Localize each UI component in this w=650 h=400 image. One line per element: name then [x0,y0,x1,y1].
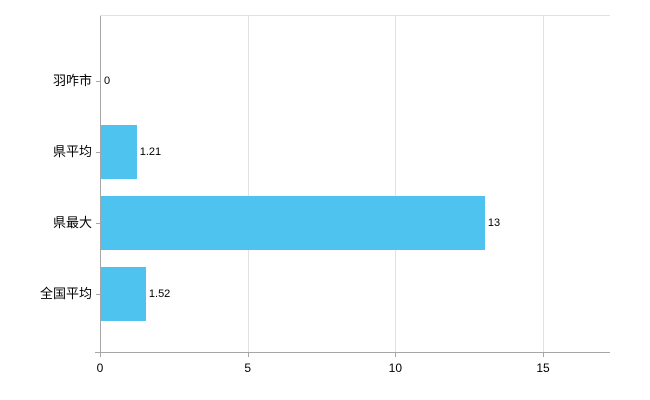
y-tickmark-2 [96,223,100,225]
category-label-2: 県最大 [52,215,92,231]
x-tick-label-5: 5 [244,361,251,375]
y-tickmark-3 [96,294,100,296]
plot-top-border [100,15,610,16]
x-gridline-0 [100,15,101,352]
x-gridline-15 [543,15,544,352]
value-label-0: 0 [104,74,111,87]
x-axis-line [95,352,610,353]
value-label-2: 13 [487,217,501,230]
category-label-0: 羽咋市 [52,72,92,88]
x-gridline-5 [247,15,249,352]
category-label-1: 県平均 [52,143,92,159]
x-tickmark-5 [247,352,249,357]
bar-3[interactable] [101,267,146,322]
x-tick-label-0: 0 [96,361,104,375]
x-tick-label-15: 15 [536,361,550,375]
y-tickmark-0 [96,80,100,82]
value-label-1: 1.21 [139,145,162,158]
x-tick-label-10: 10 [388,361,402,375]
y-tickmark-1 [96,151,100,153]
category-label-3: 全国平均 [39,286,92,302]
x-tickmark-10 [395,352,397,357]
bar-2[interactable] [101,196,485,251]
x-tickmark-15 [543,352,544,357]
x-gridline-10 [395,15,397,352]
value-label-3: 1.52 [148,288,171,301]
x-tickmark-0 [100,352,101,357]
bar-1[interactable] [101,124,137,179]
